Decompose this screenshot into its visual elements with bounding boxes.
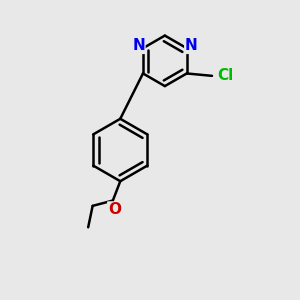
Text: N: N — [185, 38, 198, 53]
Text: N: N — [132, 38, 145, 53]
Text: O: O — [108, 202, 121, 217]
Text: Cl: Cl — [218, 68, 234, 83]
